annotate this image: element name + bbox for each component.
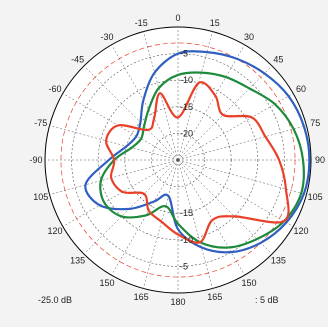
series-blue-line bbox=[84, 50, 311, 254]
grid-ring bbox=[151, 133, 205, 187]
label-group: 0 15 30 45 60 75 90 105 120 135 150 165 180 165 150 135… bbox=[29, 13, 325, 307]
angle-label: 60 bbox=[296, 84, 306, 94]
angle-label: 105 bbox=[308, 192, 323, 202]
angle-label: -15 bbox=[135, 18, 148, 28]
angle-label: 90 bbox=[315, 155, 325, 165]
angle-label: -75 bbox=[34, 118, 47, 128]
angle-label: -60 bbox=[48, 84, 61, 94]
angle-label: 75 bbox=[310, 118, 320, 128]
step-db-label: : 5 dB bbox=[255, 295, 279, 305]
angle-label: 165 bbox=[134, 292, 149, 302]
angle-label: 15 bbox=[210, 18, 220, 28]
grid-ring bbox=[97, 79, 259, 241]
angle-label: 30 bbox=[244, 32, 254, 42]
angle-label: -90 bbox=[29, 155, 42, 165]
angle-label: -45 bbox=[71, 55, 84, 65]
ring-label: -10 bbox=[180, 75, 193, 85]
angle-label: 105 bbox=[33, 192, 48, 202]
angle-label: 150 bbox=[99, 278, 114, 288]
ring-label: -10 bbox=[180, 235, 193, 245]
angle-label: 0 bbox=[175, 13, 180, 23]
ring-label: -5 bbox=[180, 261, 188, 271]
polar-grid bbox=[44, 26, 312, 294]
angle-label: 120 bbox=[47, 226, 62, 236]
ring-label: -15 bbox=[180, 102, 193, 112]
angle-label: 135 bbox=[70, 255, 85, 265]
angle-label: 135 bbox=[271, 255, 286, 265]
angle-label: 165 bbox=[207, 292, 222, 302]
series-red-line bbox=[104, 81, 290, 244]
series-group bbox=[84, 50, 311, 254]
min-db-label: -25.0 dB bbox=[38, 295, 73, 305]
angle-label: 120 bbox=[293, 226, 308, 236]
angle-label: -30 bbox=[100, 32, 113, 42]
ring-label: -20 bbox=[180, 128, 193, 138]
angle-label: 150 bbox=[241, 278, 256, 288]
angle-label: 45 bbox=[273, 55, 283, 65]
angle-label: 180 bbox=[170, 297, 185, 307]
ring-label: -15 bbox=[180, 208, 193, 218]
series-green-line bbox=[99, 71, 305, 249]
ring-label: -5 bbox=[180, 49, 188, 59]
